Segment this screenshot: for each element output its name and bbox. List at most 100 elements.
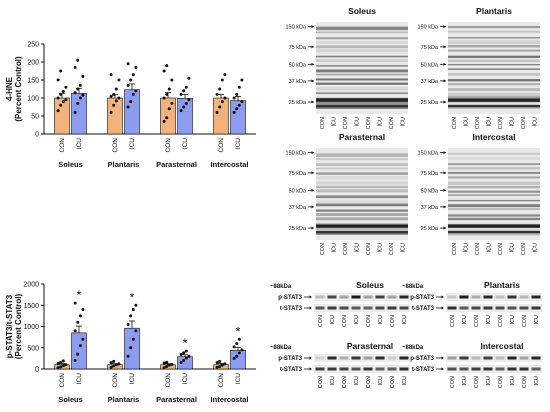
blot-band	[507, 367, 517, 371]
blot-band	[327, 367, 337, 371]
kda-marker: 75 kDa	[421, 45, 439, 51]
blot-band	[316, 195, 408, 199]
lane-label: CON	[475, 117, 481, 129]
kda-arrowhead	[311, 226, 314, 230]
x-tick-label-con: CON	[112, 373, 119, 388]
blot-band	[327, 356, 337, 360]
blot-row-label: p-STAT3	[278, 295, 302, 301]
data-point	[134, 303, 138, 307]
data-point	[167, 107, 171, 111]
data-point	[184, 85, 188, 89]
blot-band	[316, 37, 408, 40]
kda-arrowhead	[443, 79, 446, 83]
blot-band	[316, 69, 408, 73]
data-point	[56, 366, 60, 370]
blot-band	[316, 78, 408, 81]
blot-band	[447, 367, 457, 371]
blot-band	[448, 96, 540, 99]
data-point	[56, 361, 60, 365]
blot-band	[448, 37, 540, 39]
lane-label: CON	[320, 117, 326, 129]
data-point	[240, 100, 244, 104]
data-point	[73, 110, 77, 114]
y-tick-label: 250	[27, 42, 39, 49]
kda-marker: ~88kDa	[270, 284, 292, 290]
lane-label: CON	[498, 315, 504, 327]
blot-band	[316, 104, 408, 108]
data-point	[162, 96, 166, 100]
row-arrowhead	[441, 367, 444, 371]
group-label: Soleus	[58, 160, 83, 169]
data-point	[215, 365, 219, 369]
blot-strip	[446, 365, 542, 373]
blot-band	[316, 217, 408, 221]
blot-title: Soleus	[348, 6, 376, 16]
blot-row-label: t-STAT3	[280, 306, 303, 312]
lane-label: ICU	[532, 243, 538, 253]
blot-title: Plantaris	[484, 280, 520, 290]
x-tick-label-icu: ICU	[76, 373, 83, 385]
blot-band	[316, 167, 408, 170]
data-point	[232, 96, 236, 100]
data-point	[76, 101, 80, 105]
lane-label: ICU	[354, 376, 360, 386]
blot-strip	[446, 354, 542, 362]
lane-label: ICU	[509, 117, 515, 127]
blot-band	[483, 295, 493, 299]
data-point	[78, 314, 82, 318]
blot-band	[448, 176, 540, 179]
lane-label: CON	[452, 243, 458, 255]
blot-band	[316, 176, 408, 180]
lane-label: CON	[498, 376, 504, 388]
kda-arrowhead	[443, 151, 446, 155]
lane-label: ICU	[534, 315, 540, 325]
blot-band	[316, 98, 408, 102]
blot-band	[315, 295, 325, 299]
blot-band	[316, 213, 408, 216]
kda-marker: 150 kDa	[286, 151, 307, 157]
hne-bar-chart: 4-HNE (Percent Control) 0 50 100 150 200 250 CON…	[5, 42, 256, 169]
data-point	[109, 94, 113, 98]
data-point	[218, 359, 222, 363]
blot-band	[316, 40, 408, 44]
blot-band	[448, 40, 540, 44]
kda-arrowhead	[443, 171, 446, 175]
data-point	[112, 359, 116, 363]
x-tick-label-icu: ICU	[235, 138, 242, 150]
x-tick-label-icu: ICU	[129, 373, 136, 385]
y-tick-label: 150	[27, 78, 39, 85]
data-point	[218, 87, 222, 91]
blot-band	[448, 194, 540, 196]
kda-marker: 25 kDa	[289, 226, 307, 232]
blot-title: Soleus	[356, 280, 384, 290]
kda-marker: 37 kDa	[289, 79, 307, 85]
lane-label: CON	[389, 117, 395, 129]
data-point	[187, 98, 191, 102]
kda-marker: 75 kDa	[289, 45, 307, 51]
lane-label: CON	[521, 243, 527, 255]
data-point	[61, 100, 65, 104]
kda-marker: 150 kDa	[286, 25, 307, 31]
y-tick-label: 0	[35, 132, 39, 139]
row-arrowhead	[309, 356, 312, 360]
data-point	[170, 362, 174, 366]
y-tick-label: 200	[27, 60, 39, 67]
blot-band	[448, 59, 540, 63]
lane-label: CON	[366, 243, 372, 255]
data-point	[165, 92, 169, 96]
blot-band	[447, 306, 457, 310]
data-point	[167, 87, 171, 91]
lane-label: ICU	[510, 315, 516, 325]
x-tick-label-con: CON	[165, 138, 172, 153]
data-point	[184, 101, 188, 105]
x-tick-label-con: CON	[165, 373, 172, 388]
x-tick-label-con: CON	[59, 138, 66, 153]
blot-band	[316, 181, 408, 185]
kda-arrowhead	[311, 188, 314, 192]
kda-marker: 50 kDa	[421, 188, 439, 194]
blot-band	[316, 158, 408, 161]
blot-band	[459, 295, 469, 299]
data-point	[165, 64, 169, 68]
x-tick-label-con: CON	[218, 373, 225, 388]
